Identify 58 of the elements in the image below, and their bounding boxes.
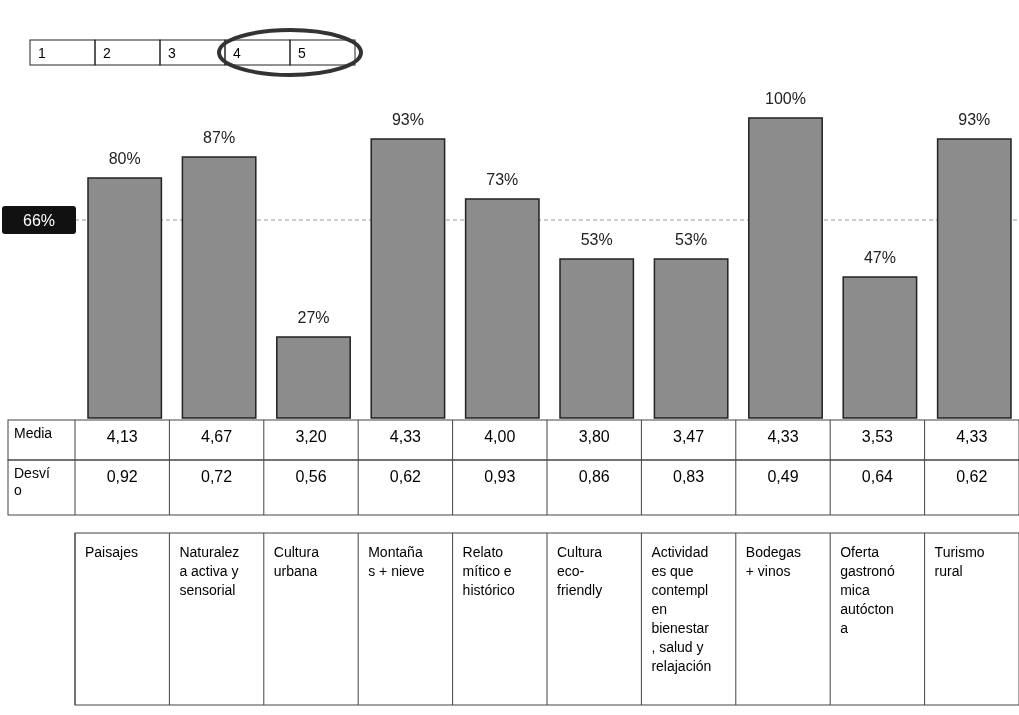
data-label: 53% xyxy=(675,231,708,248)
text: 5 xyxy=(298,45,306,61)
bar xyxy=(748,117,823,419)
text: 3,80 xyxy=(578,428,610,445)
text: 0,62 xyxy=(956,468,988,485)
data-label: 53% xyxy=(580,231,613,248)
text: 3,47 xyxy=(673,428,705,445)
bar xyxy=(276,336,351,419)
text: 4,33 xyxy=(956,428,988,445)
text: 4,33 xyxy=(389,428,422,445)
bar xyxy=(653,258,729,419)
bar xyxy=(370,138,446,419)
text: 4,33 xyxy=(767,428,799,445)
data-label: 87% xyxy=(203,129,236,146)
x-tick-label: Montaña s + nieve xyxy=(368,544,425,579)
data-label: 100% xyxy=(765,90,806,107)
text: 0,72 xyxy=(201,468,233,485)
text: 2 xyxy=(103,45,111,61)
text: Desví o xyxy=(14,465,50,498)
ref-line-label: 66% xyxy=(22,212,56,229)
text: 4,13 xyxy=(106,428,138,445)
x-tick-label: Bodegas + vinos xyxy=(745,544,802,579)
data-label: 47% xyxy=(863,249,896,266)
text: 4,67 xyxy=(201,428,233,445)
text: 3 xyxy=(168,45,176,61)
x-tick-label: Paisajes xyxy=(85,544,138,560)
x-tick-label: Actividad es que contempl en bienestar , salud y relajación xyxy=(651,544,712,674)
text: 4,00 xyxy=(484,428,516,445)
bar xyxy=(559,258,635,419)
text: 0,92 xyxy=(106,468,138,485)
x-tick-label: Relato mítico e histórico xyxy=(462,544,515,598)
text: 0,64 xyxy=(861,468,894,485)
text: 4 xyxy=(233,45,241,61)
text: 0,49 xyxy=(767,468,799,485)
text: 0,93 xyxy=(484,468,516,485)
data-label: 73% xyxy=(486,171,519,188)
data-label: 93% xyxy=(958,111,991,128)
text: 3,53 xyxy=(861,428,894,445)
bar xyxy=(181,156,257,419)
data-label: 27% xyxy=(297,309,330,326)
text: 0,56 xyxy=(295,468,327,485)
text: Media xyxy=(14,425,53,441)
bar xyxy=(87,177,163,419)
text: 3,20 xyxy=(295,428,327,445)
x-tick-label: Cultura urbana xyxy=(273,544,320,579)
bar xyxy=(936,138,1012,419)
text: 0,86 xyxy=(578,468,610,485)
x-tick-label: Cultura eco- friendly xyxy=(557,544,603,598)
x-tick-label: Oferta gastronó mica autócton a xyxy=(840,544,895,636)
x-tick-label: Naturalez a activa y sensorial xyxy=(179,544,240,598)
bar xyxy=(842,276,918,419)
data-label: 80% xyxy=(108,150,141,167)
text: 1 xyxy=(38,45,46,61)
text: 0,62 xyxy=(389,468,422,485)
x-tick-label: Turismo rural xyxy=(934,544,985,579)
bar xyxy=(464,198,540,419)
data-label: 93% xyxy=(391,111,424,128)
text: 0,83 xyxy=(673,468,705,485)
